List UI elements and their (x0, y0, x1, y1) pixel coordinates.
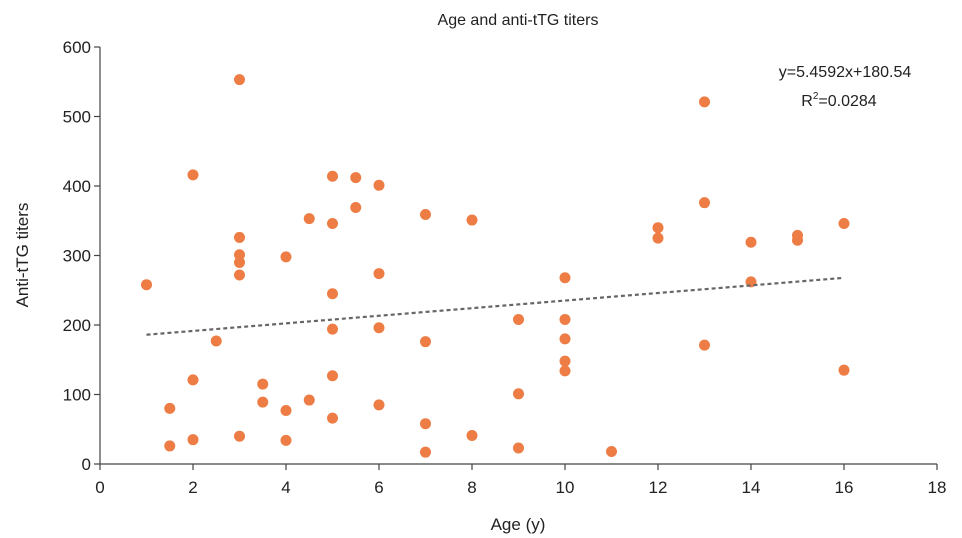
data-point (606, 445, 617, 457)
x-tick-label: 2 (188, 478, 197, 497)
data-point (234, 74, 245, 86)
plot-area: 0 100 200 300 400 500 600 0 2 4 6 8 10 12 14 16 18 (63, 38, 947, 497)
data-point (792, 234, 803, 246)
r-squared-value: =0.0284 (818, 93, 876, 110)
x-tick-label: 18 (928, 478, 947, 497)
data-point (466, 214, 478, 226)
r-squared-prefix: R (801, 93, 813, 110)
data-point (303, 394, 315, 406)
chart-title: Age and anti-tTG titers (438, 12, 599, 29)
r-squared-superscript: 2 (813, 91, 819, 102)
data-point (652, 232, 664, 244)
r-squared-label: R2=0.0284 (801, 91, 877, 110)
data-point (420, 418, 431, 430)
data-points (141, 74, 850, 458)
data-point (559, 272, 571, 284)
data-point (699, 197, 710, 209)
x-axis-ticks: 0 2 4 6 8 10 12 14 16 18 (95, 464, 946, 497)
data-point (327, 370, 338, 382)
data-point (210, 335, 222, 347)
data-point (234, 430, 245, 442)
data-point (350, 202, 362, 214)
data-point (187, 169, 199, 181)
data-point (234, 269, 245, 281)
data-point (164, 440, 176, 452)
x-tick-label: 12 (649, 478, 668, 497)
data-point (141, 279, 152, 291)
data-point (466, 430, 478, 442)
data-point (745, 236, 757, 248)
data-point (257, 378, 269, 390)
data-point (513, 313, 524, 325)
data-point (327, 323, 338, 335)
data-point (420, 336, 431, 348)
y-tick-label: 0 (82, 455, 91, 474)
y-tick-label: 300 (63, 247, 91, 266)
data-point (303, 213, 315, 225)
data-point (373, 399, 385, 411)
data-point (373, 268, 385, 280)
data-point (234, 231, 245, 243)
data-point (350, 172, 362, 184)
data-point (187, 434, 199, 446)
data-point (327, 288, 338, 300)
x-tick-label: 14 (742, 478, 761, 497)
y-tick-label: 100 (63, 386, 91, 405)
data-point (559, 333, 571, 345)
data-point (257, 396, 269, 408)
x-tick-label: 8 (467, 478, 476, 497)
y-tick-label: 500 (63, 108, 91, 127)
data-point (187, 374, 199, 386)
y-tick-label: 400 (63, 177, 91, 196)
data-point (838, 218, 850, 230)
data-point (838, 364, 850, 376)
data-point (234, 256, 245, 268)
data-point (280, 404, 292, 416)
x-tick-label: 10 (556, 478, 575, 497)
x-tick-label: 16 (835, 478, 854, 497)
data-point (327, 170, 338, 182)
data-point (280, 251, 292, 263)
data-point (699, 339, 710, 351)
data-point (699, 96, 710, 108)
y-axis-title: Anti-tTG titers (13, 203, 32, 308)
data-point (234, 249, 245, 261)
y-axis-ticks: 0 100 200 300 400 500 600 (63, 38, 100, 474)
trendline-equation: y=5.4592x+180.54 (779, 64, 912, 81)
y-tick-label: 200 (63, 316, 91, 335)
data-point (373, 322, 385, 334)
data-point (164, 402, 176, 414)
x-tick-label: 6 (374, 478, 383, 497)
trendline (146, 276, 845, 336)
x-axis-title: Age (y) (491, 515, 546, 534)
data-point (559, 365, 571, 377)
data-point (559, 355, 571, 367)
x-tick-label: 4 (281, 478, 290, 497)
data-point (513, 442, 524, 454)
data-point (559, 313, 571, 325)
data-point (280, 434, 292, 446)
y-tick-label: 600 (63, 38, 91, 57)
data-point (652, 222, 664, 234)
x-tick-label: 0 (95, 478, 104, 497)
data-point (327, 412, 338, 424)
data-point (373, 179, 385, 191)
data-point (327, 218, 338, 230)
data-point (420, 208, 431, 220)
data-point (513, 388, 524, 400)
data-point (420, 446, 431, 458)
